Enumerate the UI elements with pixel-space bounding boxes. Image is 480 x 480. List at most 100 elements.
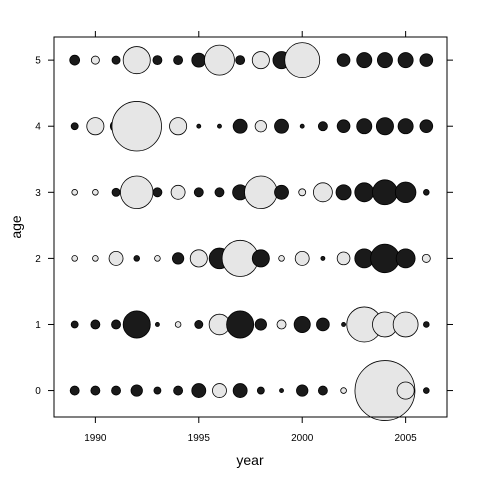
y-axis-label: age (8, 215, 24, 239)
bubble-2002-age-3 (335, 184, 352, 201)
bubble-2002-age-1 (341, 322, 347, 327)
bubble-2000-age-1 (293, 315, 311, 333)
bubble-1998-age-2 (251, 249, 270, 268)
x-tick-label-2005: 2005 (395, 433, 418, 444)
bubble-1998-age-1 (254, 318, 267, 331)
bubble-1990-age-3 (92, 189, 99, 196)
bubble-1994-age-2 (171, 252, 185, 265)
bubble-1997-age-0 (232, 383, 248, 398)
bubble-2002-age-4 (336, 119, 351, 134)
bubble-1993-age-5 (152, 55, 163, 66)
bubble-1993-age-1 (154, 322, 160, 327)
bubble-2000-age-0 (296, 384, 309, 397)
bubble-1997-age-4 (232, 118, 248, 134)
bubble-2001-age-4 (317, 121, 328, 132)
bubble-1994-age-5 (173, 55, 184, 66)
bubble-1995-age-3 (193, 187, 204, 198)
bubble-1995-age-4 (196, 123, 202, 129)
bubble-2002-age-0 (340, 387, 347, 394)
x-axis-label: year (236, 452, 264, 468)
bubble-1989-age-2 (71, 255, 78, 262)
bubble-2000-age-5 (284, 42, 321, 79)
bubble-1989-age-4 (70, 122, 79, 131)
bubble-2006-age-1 (423, 321, 430, 328)
bubble-1996-age-4 (217, 123, 222, 129)
bubble-1992-age-1 (122, 310, 151, 339)
bubble-1990-age-2 (92, 255, 99, 262)
bubble-2003-age-4 (356, 118, 373, 135)
bubble-1993-age-0 (153, 386, 162, 395)
bubble-2005-age-0 (396, 381, 415, 400)
bubble-1997-age-5 (235, 55, 246, 66)
bubble-2006-age-3 (423, 189, 430, 196)
bubble-1989-age-5 (69, 54, 81, 66)
bubble-1996-age-5 (204, 44, 235, 76)
x-axis: 1990 1995 2000 2005 (84, 31, 417, 444)
bubble-1989-age-1 (70, 320, 79, 329)
y-tick-label-4: 4 (35, 122, 41, 133)
x-tick-label-1990: 1990 (84, 433, 107, 444)
bubble-1999-age-1 (276, 319, 287, 330)
y-tick-label-2: 2 (35, 254, 41, 265)
y-tick-label-3: 3 (35, 188, 41, 199)
bubble-2001-age-0 (317, 385, 328, 396)
bubble-1990-age-5 (90, 55, 100, 65)
bubble-1995-age-5 (191, 52, 207, 68)
y-tick-label-1: 1 (35, 320, 41, 331)
y-tick-label-0: 0 (35, 386, 41, 397)
y-tick-label-5: 5 (35, 56, 41, 67)
bubble-1999-age-3 (274, 184, 289, 200)
bubble-1994-age-1 (174, 321, 182, 328)
bubble-2005-age-3 (394, 181, 417, 204)
bubble-2006-age-4 (419, 119, 434, 134)
bubble-2001-age-3 (313, 182, 333, 203)
x-tick-label-1995: 1995 (188, 433, 211, 444)
bubble-2006-age-5 (419, 53, 434, 67)
bubble-1994-age-3 (170, 184, 186, 200)
bubble-1995-age-0 (191, 383, 207, 398)
bubble-2005-age-1 (392, 311, 419, 338)
bubble-1998-age-4 (254, 120, 267, 133)
bubble-2003-age-5 (356, 52, 373, 69)
y-axis: 0 1 2 3 4 5 (35, 56, 453, 397)
bubble-1999-age-0 (279, 388, 284, 393)
bubble-1991-age-3 (111, 187, 121, 197)
x-tick-label-2000: 2000 (291, 433, 314, 444)
bubble-1991-age-2 (108, 250, 124, 266)
bubble-1996-age-3 (214, 187, 225, 198)
bubble-1994-age-4 (169, 117, 188, 136)
bubble-2004-age-3 (372, 179, 398, 206)
bubble-1989-age-0 (69, 385, 80, 396)
bubble-1993-age-3 (152, 187, 163, 198)
bubble-1998-age-3 (244, 175, 278, 210)
bubble-2006-age-2 (421, 253, 431, 263)
bubble-1993-age-2 (154, 255, 161, 262)
bubble-1992-age-0 (130, 384, 143, 397)
bubble-2005-age-2 (395, 248, 416, 269)
bubble-1992-age-3 (120, 175, 154, 210)
bubble-2000-age-2 (294, 250, 310, 266)
bubble-1992-age-2 (133, 255, 140, 262)
bubble-1994-age-0 (173, 385, 184, 396)
bubble-1992-age-5 (122, 46, 151, 75)
bubble-1990-age-0 (90, 385, 101, 396)
bubble-2001-age-2 (320, 255, 326, 261)
bubble-2005-age-5 (397, 52, 414, 69)
bubble-1997-age-1 (226, 310, 255, 339)
bubble-1991-age-5 (111, 55, 121, 65)
bubble-2004-age-2 (370, 243, 400, 274)
bubble-2003-age-3 (354, 182, 375, 203)
plot-frame (53, 36, 448, 418)
bubble-1989-age-3 (71, 189, 78, 196)
bubble-2000-age-4 (299, 123, 305, 129)
bubble-1995-age-2 (189, 249, 208, 268)
bubble-1998-age-0 (256, 386, 265, 395)
bubble-1999-age-4 (274, 118, 289, 134)
bubble-1998-age-5 (251, 51, 270, 70)
bubble-2000-age-3 (298, 188, 307, 197)
bubble-1990-age-1 (90, 319, 101, 330)
bubble-2006-age-0 (423, 387, 430, 394)
bubble-1999-age-2 (278, 255, 285, 262)
bubble-1991-age-0 (111, 385, 121, 396)
